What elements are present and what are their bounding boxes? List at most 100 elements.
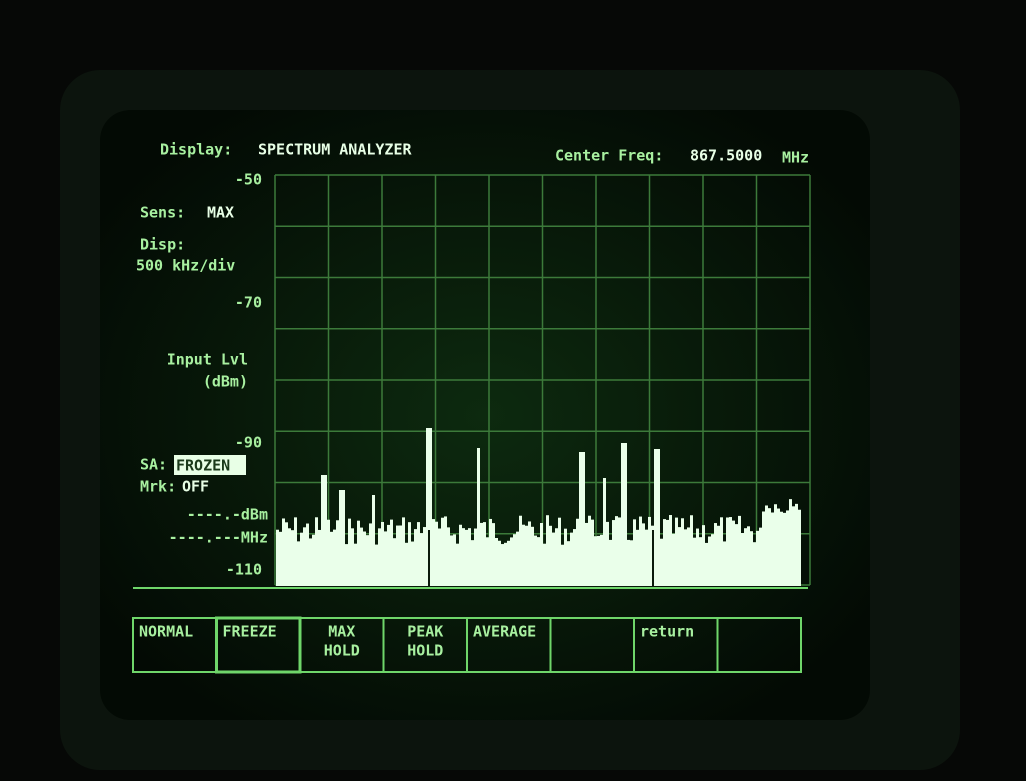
trace-bar — [597, 535, 600, 586]
trace-bar — [552, 532, 555, 586]
trace-bar — [459, 524, 462, 586]
trace-bar — [288, 528, 291, 586]
trace-bar — [738, 515, 741, 586]
trace-bar — [675, 517, 678, 586]
trace-bar — [501, 544, 504, 586]
trace-bar — [342, 490, 345, 586]
softkey-label: MAX — [328, 623, 355, 641]
trace-bar — [279, 531, 282, 586]
trace-bar — [423, 527, 426, 586]
sa-value: FROZEN — [176, 457, 230, 475]
trace-bar — [555, 528, 558, 586]
trace-bar — [558, 517, 561, 586]
disp-value: 500 kHz/div — [136, 257, 235, 275]
trace-bar — [762, 511, 765, 586]
marker-label: Mrk: — [140, 478, 176, 496]
trace-bar — [471, 540, 474, 586]
trace-bar — [435, 521, 438, 586]
trace-bar — [531, 526, 534, 586]
trace-bar — [594, 536, 597, 586]
trace-bar — [666, 519, 669, 586]
trace-bar — [294, 517, 297, 586]
trace-bar — [456, 543, 459, 586]
trace-bar — [534, 535, 537, 586]
trace-bar — [741, 533, 744, 586]
trace-bar — [375, 544, 378, 586]
trace-bar — [687, 527, 690, 586]
trace-bar — [600, 534, 603, 586]
trace-bar — [282, 518, 285, 586]
input-level-label: Input Lvl — [167, 351, 248, 369]
trace-bar — [495, 537, 498, 586]
trace-bar — [411, 541, 414, 586]
trace-bar — [522, 524, 525, 586]
trace-bar — [387, 524, 390, 586]
trace-bar — [321, 475, 324, 586]
trace-bar — [345, 544, 348, 586]
trace-bar — [441, 517, 444, 586]
trace-bar — [429, 428, 432, 586]
center-freq-unit: MHz — [782, 149, 809, 167]
trace-bar — [528, 521, 531, 586]
trace-bar — [312, 534, 315, 586]
trace-bar — [711, 534, 714, 586]
trace-bar — [381, 521, 384, 586]
trace-bar — [672, 533, 675, 586]
trace-bar — [480, 522, 483, 586]
grid — [274, 174, 811, 586]
trace-bar — [570, 532, 573, 586]
trace-bar — [453, 534, 456, 586]
softkey-label: AVERAGE — [473, 623, 536, 641]
trace-bar — [357, 520, 360, 586]
trace-bar — [579, 452, 582, 586]
trace-bar — [561, 544, 564, 586]
trace-bar — [786, 510, 789, 586]
trace-bar — [657, 449, 660, 586]
marker-value: OFF — [182, 478, 209, 496]
trace-bar — [624, 443, 627, 586]
trace-bar — [573, 529, 576, 586]
sens-label: Sens: — [140, 204, 185, 222]
softkey-label: NORMAL — [139, 623, 193, 641]
ref-label: -50 — [235, 171, 262, 189]
trace-bar — [729, 517, 732, 586]
trace-gap — [428, 530, 430, 586]
trace-bar — [390, 519, 393, 586]
trace-bar — [546, 515, 549, 586]
softkey[interactable] — [716, 617, 802, 673]
trace-bar — [681, 518, 684, 586]
trace-bar — [627, 539, 630, 586]
softkey-label: FREEZE — [223, 623, 277, 641]
trace-bar — [606, 521, 609, 586]
trace-bar — [633, 519, 636, 586]
trace-bar — [297, 541, 300, 586]
trace-bar — [678, 527, 681, 586]
trace-bar — [300, 532, 303, 586]
trace-bar — [798, 509, 801, 586]
trace-bar — [753, 542, 756, 586]
ref-label: -70 — [235, 294, 262, 312]
trace-bar — [699, 537, 702, 586]
trace-bar — [513, 534, 516, 586]
trace-bar — [354, 543, 357, 586]
trace-bar — [609, 539, 612, 586]
marker-level: ----.-dBm — [187, 506, 268, 524]
trace-bar — [402, 517, 405, 586]
trace-bar — [648, 516, 651, 586]
trace-bar — [720, 517, 723, 586]
trace-bar — [393, 538, 396, 586]
trace-bar — [408, 522, 411, 586]
trace-bar — [489, 518, 492, 586]
trace-bar — [285, 522, 288, 586]
trace-bar — [339, 490, 342, 586]
trace-bar — [330, 531, 333, 586]
trace-bar — [684, 529, 687, 586]
trace-bar — [537, 537, 540, 586]
trace-bar — [630, 540, 633, 586]
trace-bar — [543, 543, 546, 586]
trace-bar — [309, 538, 312, 586]
trace-bar — [795, 503, 798, 586]
sa-highlight — [174, 455, 246, 475]
trace-bar — [363, 531, 366, 586]
